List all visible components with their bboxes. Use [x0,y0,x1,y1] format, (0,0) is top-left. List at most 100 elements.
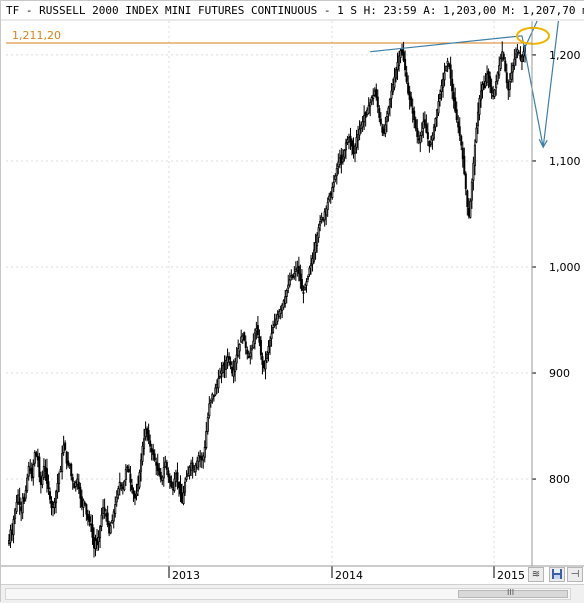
candle-body [56,482,59,493]
candle-body [184,481,187,493]
candle-body [115,496,118,503]
candle-body [367,105,370,114]
candle-body [225,359,228,370]
candle-body [140,459,143,472]
candle-body [206,417,209,432]
candle-body [440,85,443,92]
candle-body [200,456,203,461]
candle-body [136,483,140,492]
candle-body [495,81,498,89]
candle-body [132,490,135,495]
candle-body [467,207,470,217]
candle-body [443,72,446,81]
candle-body [502,53,505,60]
candle-body [267,346,270,354]
candle-body [504,60,507,72]
candle-body [35,452,38,457]
candle-body [452,92,455,101]
candle-body [168,476,171,483]
horizontal-scrollbar[interactable]: III [5,588,571,600]
candle-body [153,453,156,461]
candle-body [223,362,226,370]
candle-body [92,537,95,549]
candle-body [296,267,299,271]
candle-body [126,466,129,469]
candle-body [211,393,214,400]
candle-body [498,65,501,76]
candle-body [306,276,309,280]
pin-button[interactable]: ⊣ [567,567,583,582]
candle-body [106,512,109,526]
candle-body [177,481,180,488]
price-chart[interactable]: 1,211,20 800 900 1,000 1,100 1,200 2013 2014 20… [1,1,584,584]
y-tick-label: 800 [549,473,570,486]
candle-body [44,467,47,473]
level-line-label: 1,211,20 [12,29,61,42]
candle-body [234,360,237,372]
candle-body [478,98,481,115]
candle-body [243,332,246,341]
candle-body [79,486,82,499]
candle-body [337,161,340,168]
trendline[interactable] [370,35,523,53]
candle-body [479,90,482,101]
candle-body [152,449,155,456]
candle-body [475,127,478,143]
candle-body [11,532,14,535]
grid-lines [6,21,532,566]
candle-body [120,484,123,487]
candle-body [86,514,89,520]
candle-body [354,145,357,154]
candle-body [361,121,364,128]
candle-body [287,284,290,289]
candle-body [343,149,346,158]
candle-body [45,468,48,484]
candle-body [401,49,404,54]
candle-body [434,118,437,128]
candle-body [375,88,378,98]
candle-body [454,97,457,112]
candle-body [187,473,190,477]
candle-body [520,56,523,63]
candle-body [445,66,448,72]
scroll-grip-icon: III [507,588,515,597]
candle-body [317,227,320,239]
candle-body [220,370,223,374]
candle-body [255,328,258,332]
candle-body [402,51,405,61]
y-tick-label: 900 [549,367,570,380]
candle-body [193,469,196,472]
save-icon [552,569,562,579]
scrollbar-thumb[interactable]: III [458,588,568,598]
highlight-ellipse[interactable] [516,26,550,45]
y-tick-label: 1,200 [549,49,581,62]
candle-body [311,258,314,265]
candle-body [404,59,407,71]
chart-settings-button[interactable]: ≋ [528,567,544,582]
candle-body [414,119,417,129]
candle-body [85,504,88,515]
candle-body [29,468,32,471]
candle-body [294,268,297,272]
candle-body [247,356,250,358]
candle-body [129,473,132,483]
candle-body [50,500,53,509]
candle-body [272,327,275,334]
candle-body [390,90,393,99]
candle-body [64,442,67,450]
candle-body [472,162,475,181]
candle-body [36,455,39,461]
candle-body [83,502,86,505]
projection-arrowhead [538,138,548,149]
candle-body [313,249,316,262]
candle-body [396,61,399,71]
save-button[interactable] [549,567,565,582]
candle-body [470,181,473,201]
candle-body [457,121,460,128]
candle-body [334,175,337,180]
candle-body [379,118,382,125]
y-tick-label: 1,100 [549,155,581,168]
candle-body [355,137,358,148]
candle-body [275,318,278,325]
